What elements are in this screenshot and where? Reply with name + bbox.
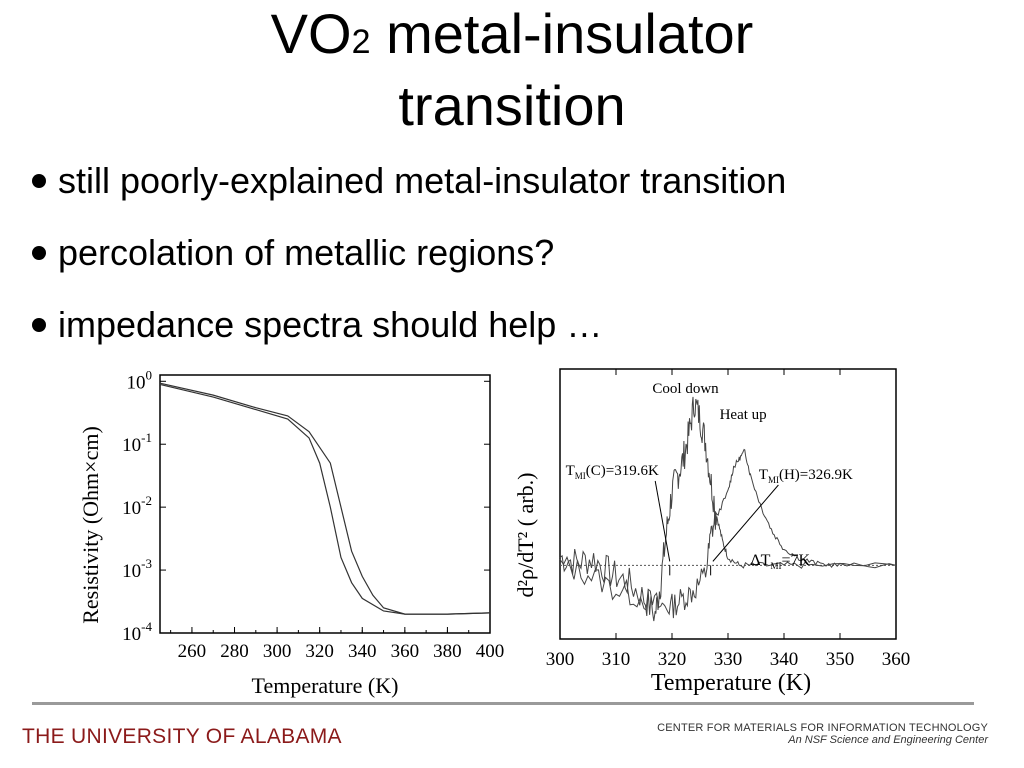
slide-title: VO2 metal-insulator transition <box>0 2 1024 138</box>
title-vo: VO <box>270 2 352 65</box>
bullet-text: percolation of metallic regions? <box>58 232 555 273</box>
bullet-text: impedance spectra should help … <box>58 304 603 345</box>
x-tick-label: 310 <box>602 649 631 670</box>
title-line-1: VO2 metal-insulator <box>0 2 1024 74</box>
title-rest: metal-insulator <box>370 2 754 65</box>
x-axis-label: Temperature (K) <box>651 670 811 696</box>
y-axis-label: d²ρ/dT² ( arb.) <box>513 473 538 598</box>
university-name: THE UNIVERSITY OF ALABAMA <box>22 725 342 748</box>
label-cool-down: Cool down <box>652 381 719 397</box>
center-line-1: CENTER FOR MATERIALS FOR INFORMATION TEC… <box>657 722 988 734</box>
y-tick-label: 10-1 <box>122 430 152 456</box>
x-tick-label: 330 <box>714 649 743 670</box>
x-axis-label: Temperature (K) <box>252 673 399 698</box>
label-heat-up: Heat up <box>720 407 767 423</box>
y-tick-label: 10-4 <box>122 619 152 645</box>
footer-divider <box>32 702 974 705</box>
x-tick-label: 360 <box>391 641 420 662</box>
x-tick-label: 360 <box>882 649 911 670</box>
y-tick-label: 100 <box>127 367 153 393</box>
x-tick-label: 400 <box>476 641 505 662</box>
x-tick-label: 380 <box>433 641 462 662</box>
y-axis-label: Resistivity (Ohm×cm) <box>78 426 103 624</box>
y-tick-label: 10-2 <box>122 493 152 519</box>
bullet-text: still poorly-explained metal-insulator t… <box>58 160 787 201</box>
series-line-cool <box>559 396 897 622</box>
y-tick-label: 10-3 <box>122 556 152 582</box>
x-tick-label: 300 <box>546 649 575 670</box>
center-name: CENTER FOR MATERIALS FOR INFORMATION TEC… <box>657 722 988 746</box>
x-tick-label: 260 <box>178 641 207 662</box>
resistivity-chart: Resistivity (Ohm×cm) Temperature (K) 260… <box>78 367 504 698</box>
bullet-item: impedance spectra should help … <box>32 289 992 361</box>
label-delta-tmi: ΔTMI=7K <box>750 552 810 571</box>
bullet-item: percolation of metallic regions? <box>32 217 992 289</box>
x-tick-label: 320 <box>305 641 334 662</box>
x-tick-label: 280 <box>220 641 249 662</box>
series-line <box>159 382 491 615</box>
x-tick-label: 320 <box>658 649 687 670</box>
label-tmi-cool: TMI(C)=319.6K <box>566 463 659 481</box>
title-subscript: 2 <box>351 23 371 61</box>
center-line-2: An NSF Science and Engineering Center <box>788 734 988 746</box>
bullet-list: still poorly-explained metal-insulator t… <box>32 145 992 361</box>
x-tick-label: 300 <box>263 641 292 662</box>
second-derivative-chart: d²ρ/dT² ( arb.) Temperature (K) 300 310 32… <box>513 368 911 696</box>
title-line-2: transition <box>398 74 626 137</box>
series-line <box>159 383 491 615</box>
x-tick-label: 340 <box>770 649 799 670</box>
plot-frame <box>159 374 491 634</box>
x-tick-label: 350 <box>826 649 855 670</box>
x-tick-label: 340 <box>348 641 377 662</box>
pointer-tmi-cool <box>654 480 671 562</box>
bullet-dot-icon <box>32 174 46 188</box>
bullet-item: still poorly-explained metal-insulator t… <box>32 145 992 217</box>
bullet-dot-icon <box>32 318 46 332</box>
pointer-tmi-heat <box>712 484 779 562</box>
bullet-dot-icon <box>32 246 46 260</box>
series-line-heat <box>559 448 897 619</box>
plot-area: 260 280 300 320 340 360 380 400 100 10-1 10-2 10-3 1… <box>122 367 504 662</box>
label-tmi-heat: TMI(H)=326.9K <box>759 467 853 485</box>
